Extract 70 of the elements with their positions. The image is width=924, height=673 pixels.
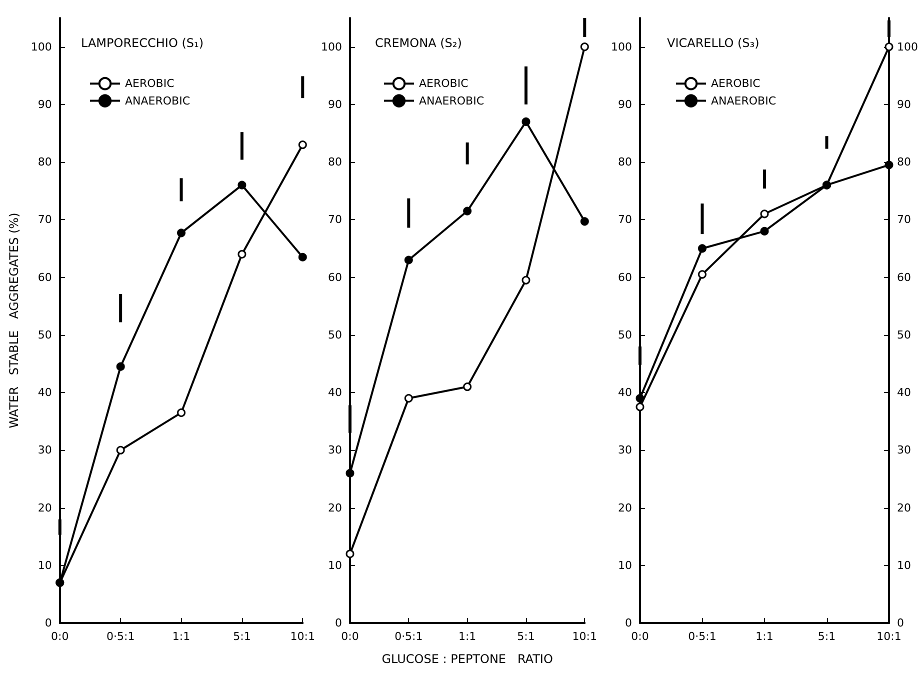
y-tick-label: 80	[618, 156, 632, 169]
legend-label: ANAEROBIC	[711, 94, 776, 108]
x-axis-title: GLUCOSE : PEPTONE RATIO	[382, 652, 553, 666]
y-tick-label: 40	[618, 386, 632, 400]
y-tick-label: 10	[618, 558, 632, 572]
text: CREMONA (S₂)	[375, 36, 462, 50]
y-tick-label: 30	[618, 444, 632, 457]
y2-tick-label: 50	[897, 328, 911, 342]
x-tick-label: 1:1	[172, 630, 190, 643]
legend-label: ANAEROBIC	[419, 94, 484, 108]
y2-tick-label: 90	[897, 98, 911, 111]
y-tick-label: 80	[38, 156, 52, 169]
y-tick-label: 20	[38, 501, 52, 514]
y2-tick-label: 40	[897, 386, 911, 400]
y-tick-label: 10	[328, 558, 342, 572]
x-tick-label: 0·5:1	[688, 630, 716, 643]
y-tick-label: 70	[328, 213, 342, 226]
y-tick-label: 20	[328, 501, 342, 514]
y-tick-label: 50	[38, 328, 52, 342]
legend-label: AEROBIC	[711, 77, 761, 90]
y-tick-label: 100	[320, 40, 342, 54]
x-tick-label: 0·5:1	[106, 630, 135, 643]
y-tick-label: 60	[618, 270, 632, 284]
x-tick-label: 10:1	[876, 630, 902, 643]
x-tick-label: 10:1	[572, 630, 597, 643]
y2-tick-label: 80	[897, 156, 911, 169]
y-tick-label: 10	[38, 558, 52, 572]
y-tick-label: 60	[38, 270, 52, 284]
y-tick-label: 40	[328, 386, 342, 400]
x-tick-label: 0:0	[341, 630, 359, 643]
y-tick-label: 50	[618, 328, 632, 342]
y-tick-label: 90	[618, 98, 632, 111]
y2-tick-label: 20	[897, 501, 911, 514]
y-tick-label: 80	[328, 156, 342, 169]
x-tick-label: 5:1	[517, 630, 535, 643]
y-tick-label: 50	[328, 328, 342, 342]
y-tick-label: 90	[328, 98, 342, 111]
y-tick-label: 70	[38, 213, 52, 226]
text: LAMPORECCHIO (S₁)	[81, 36, 204, 50]
y2-tick-label: 60	[897, 270, 911, 284]
text: VICARELLO (S₃)	[667, 36, 760, 50]
y-tick-label: 100	[611, 40, 632, 54]
y2-tick-label: 0	[897, 616, 904, 630]
y-tick-label: 70	[618, 213, 632, 226]
y-tick-label: 0	[625, 616, 632, 630]
x-tick-label: 5:1	[233, 630, 251, 643]
x-tick-label: 10:1	[290, 630, 315, 643]
x-tick-label: 1:1	[756, 630, 774, 643]
legend-label: ANAEROBIC	[125, 94, 190, 108]
x-tick-label: 1:1	[458, 630, 476, 643]
y-axis-title: WATER STABLE AGGREGATES (%)	[7, 212, 21, 428]
x-tick-label: 0:0	[51, 630, 69, 643]
x-tick-label: 5:1	[818, 630, 836, 643]
y-tick-label: 0	[44, 616, 52, 630]
y2-tick-label: 70	[897, 213, 911, 226]
x-tick-label: 0·5:1	[394, 630, 423, 643]
y-tick-label: 20	[618, 501, 632, 514]
x-tick-label: 0:0	[631, 630, 649, 643]
y-tick-label: 30	[38, 444, 52, 457]
y-tick-label: 0	[334, 616, 342, 630]
y2-tick-label: 30	[897, 444, 911, 457]
y2-tick-label: 10	[897, 558, 911, 572]
legend-label: AEROBIC	[419, 77, 469, 90]
y2-tick-label: 100	[897, 40, 918, 54]
y-tick-label: 90	[38, 98, 52, 111]
legend-label: AEROBIC	[125, 77, 175, 90]
y-tick-label: 100	[30, 40, 52, 54]
y-tick-label: 40	[38, 386, 52, 400]
y-tick-label: 30	[328, 444, 342, 457]
y-tick-label: 60	[328, 270, 342, 284]
